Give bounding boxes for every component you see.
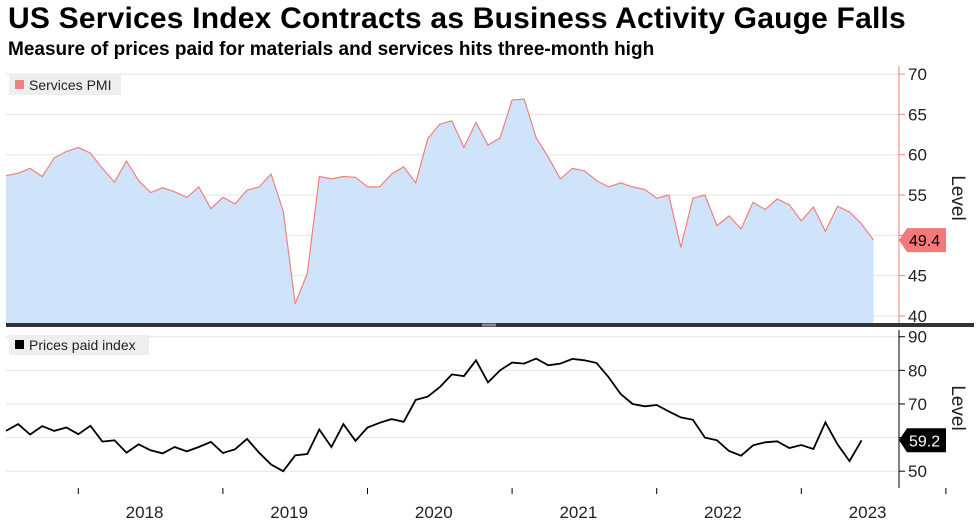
- x-tick-label: 2021: [559, 503, 597, 522]
- pmi-axis-title: Level: [947, 175, 968, 220]
- pmi-legend-label: Services PMI: [29, 77, 111, 93]
- x-tick-label: 2020: [415, 503, 453, 522]
- x-tick-label: 2018: [126, 503, 164, 522]
- prices-axis-title: Level: [947, 385, 968, 430]
- prices-flag-label: 59.2: [909, 433, 940, 450]
- pmi-legend: Services PMI: [9, 75, 121, 95]
- prices-legend-label: Prices paid index: [29, 337, 136, 353]
- prices-paid-line: [5, 357, 863, 473]
- prices-y-ticks: 9080706050: [899, 328, 927, 481]
- pmi-tick-label: 55: [908, 186, 927, 205]
- x-tick-label: 2019: [270, 503, 308, 522]
- x-tick-label: 2023: [849, 503, 887, 522]
- panel-divider-handle[interactable]: [482, 323, 496, 327]
- prices-panel: 9080706050 Level Prices paid index 59.2 …: [5, 328, 968, 522]
- pmi-panel: 70656055504540 Level Services PMI 49.4: [5, 65, 968, 326]
- x-axis-ticks: 2018201920202021202220232024: [77, 488, 947, 522]
- pmi-last-value-flag: 49.4: [899, 228, 946, 253]
- prices-tick-label: 90: [908, 328, 927, 347]
- prices-tick-label: 80: [908, 361, 927, 380]
- prices-gridlines: [6, 336, 899, 472]
- prices-flag-shape: [899, 428, 946, 453]
- pmi-y-ticks: 70656055504540: [899, 65, 927, 326]
- prices-legend-box: [9, 335, 149, 355]
- pmi-tick-label: 40: [908, 307, 927, 326]
- pmi-tick-label: 60: [908, 146, 927, 165]
- pmi-line: [5, 98, 875, 305]
- chart-subtitle: Measure of prices paid for materials and…: [8, 39, 655, 60]
- x-tick-label: 2022: [704, 503, 742, 522]
- chart-title: US Services Index Contracts as Business …: [8, 2, 906, 35]
- pmi-tick-label: 70: [908, 65, 927, 84]
- pmi-flag-label: 49.4: [909, 233, 940, 250]
- pmi-legend-box: [9, 75, 121, 95]
- pmi-tick-label: 45: [908, 267, 927, 286]
- prices-last-value-flag: 59.2: [899, 428, 946, 453]
- prices-tick-label: 50: [908, 462, 927, 481]
- prices-tick-label: 70: [908, 395, 927, 414]
- pmi-area: [6, 99, 874, 324]
- prices-legend-swatch: [15, 340, 24, 349]
- prices-legend: Prices paid index: [9, 335, 149, 355]
- pmi-tick-label: 65: [908, 105, 927, 124]
- pmi-flag-shape: [899, 228, 946, 253]
- pmi-legend-swatch: [15, 80, 24, 89]
